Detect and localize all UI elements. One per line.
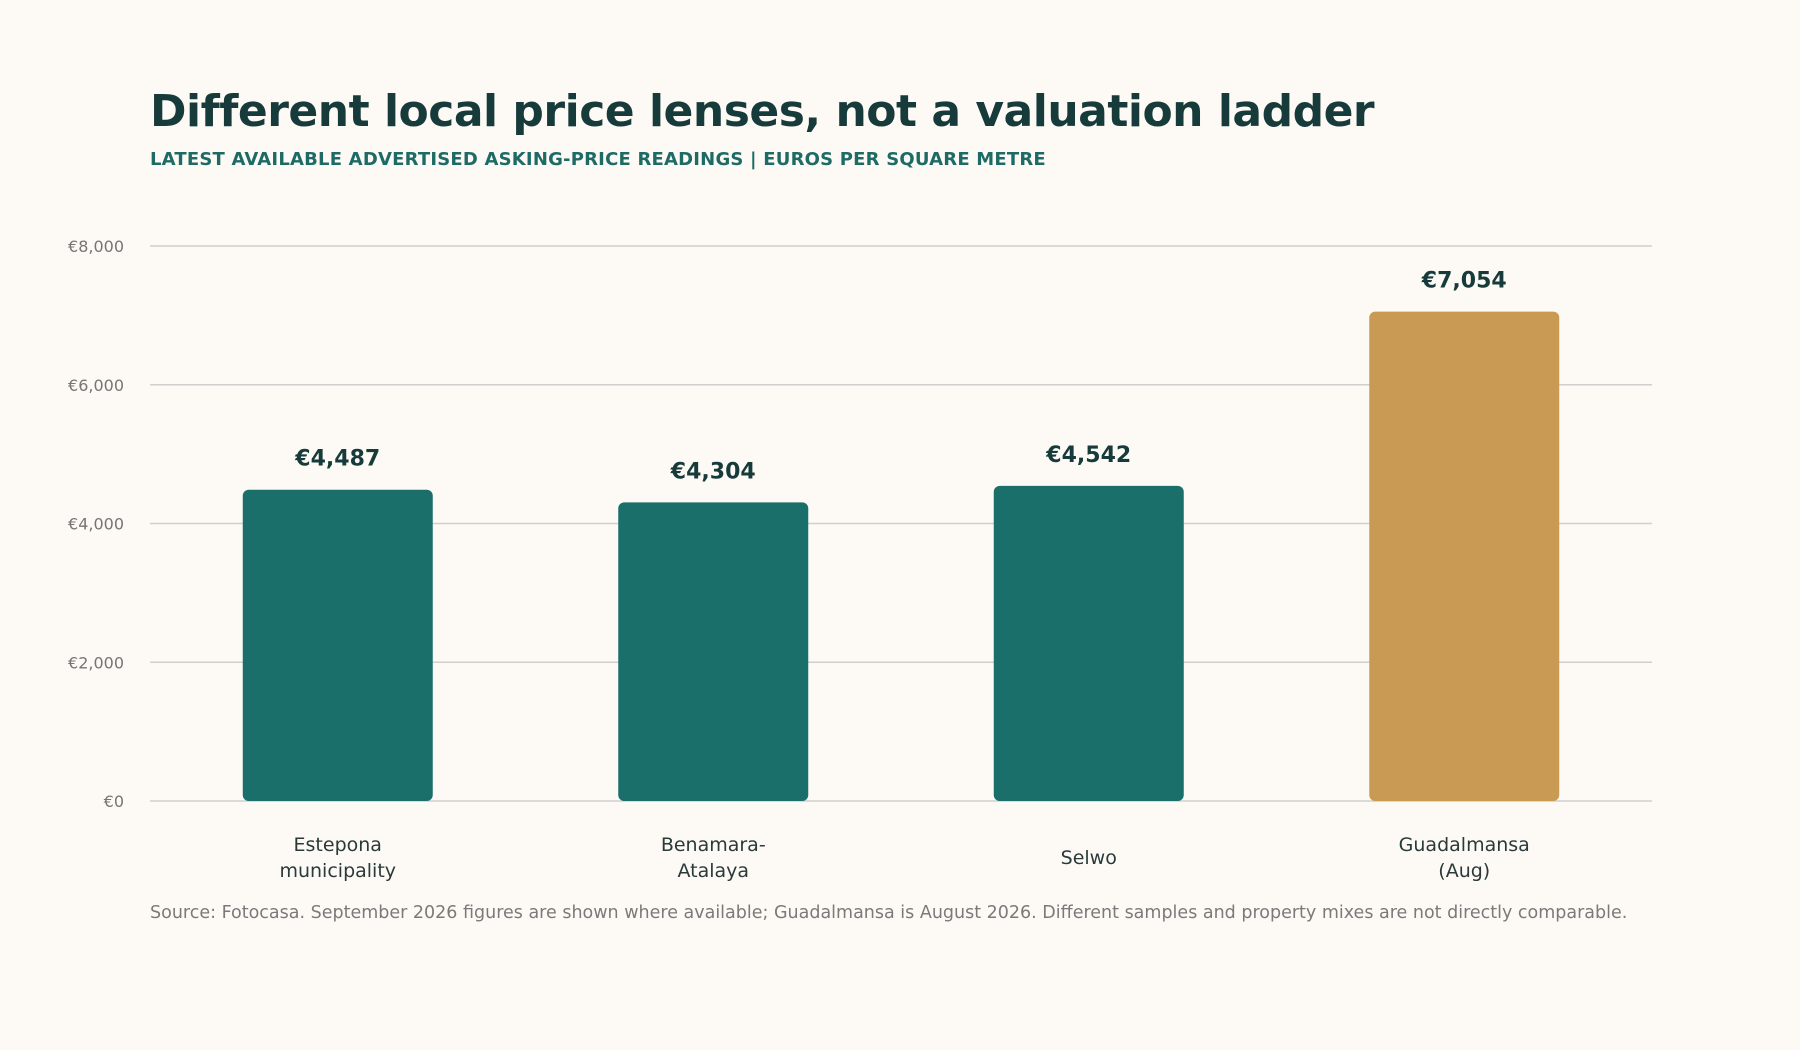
bar [1369,311,1560,801]
value-label: €4,304 [670,459,756,484]
y-tick-label: €4,000 [68,515,124,534]
chart-title: Different local price lenses, not a valu… [150,86,1375,137]
y-tick-label: €6,000 [68,376,124,395]
y-tick-label: €8,000 [68,237,124,256]
bar [242,489,433,801]
value-label: €7,054 [1421,269,1507,294]
value-label: €4,542 [1045,443,1131,468]
source-note: Source: Fotocasa. September 2026 figures… [150,903,1628,923]
category-label: Selwo [1061,847,1117,869]
category-label: Benamara-Atalaya [661,834,766,882]
y-tick-label: €0 [104,792,124,811]
y-tick-label: €2,000 [68,653,124,672]
value-label: €4,487 [294,447,380,472]
category-label: Guadalmansa (Aug) [1399,834,1530,882]
bar [993,485,1184,801]
bar [618,502,809,801]
chart-subtitle: LATEST AVAILABLE ADVERTISED ASKING-PRICE… [150,149,1046,170]
category-label: Estepona municipality [279,834,396,882]
